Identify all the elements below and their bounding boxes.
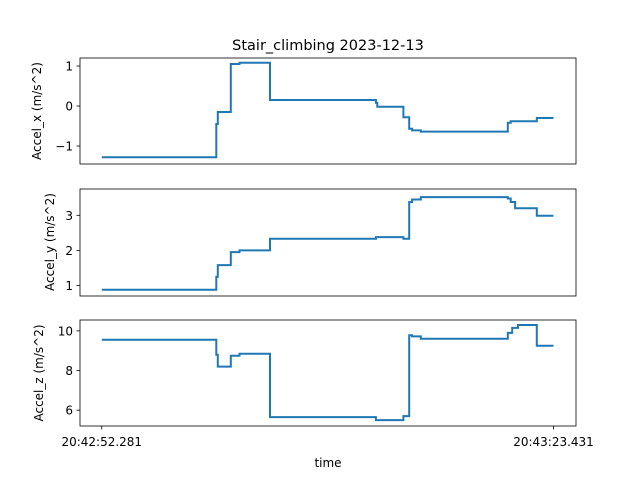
panel-accel-x-ylabel: Accel_x (m/s^2)	[30, 62, 44, 160]
panel-accel-z-series-line	[101, 324, 554, 422]
panel-accel-y-ytick-label-2: 3	[65, 209, 73, 223]
panel-accel-y-frame	[79, 188, 577, 297]
panel-accel-y-ytick-label-0: 1	[65, 279, 73, 293]
panel-accel-x-ytick-label-0: −1	[55, 140, 73, 154]
panel-accel-z-ytick-label-2: 10	[58, 324, 73, 338]
panel-accel-y-ylabel: Accel_y (m/s^2)	[43, 193, 57, 291]
x-axis-label: time	[314, 456, 341, 470]
panel-accel-z-ytick-label-0: 6	[65, 404, 73, 418]
panel-accel-x-ytick-label-2: 1	[65, 60, 73, 74]
panel-accel-x-frame	[79, 57, 577, 165]
chart-title: Stair_climbing 2023-12-13	[232, 38, 424, 54]
x-tick-label-0: 20:42:52.281	[61, 435, 142, 449]
panel-accel-x-ytick-label-1: 0	[65, 100, 73, 114]
panel-accel-z-ylabel: Accel_z (m/s^2)	[32, 324, 46, 421]
panel-accel-x: Accel_x (m/s^2) −1 0 1	[30, 57, 577, 165]
panel-accel-z: Accel_z (m/s^2) 6 8 10 20:42:52.281 20:43:23…	[32, 319, 594, 449]
panel-accel-x-series-line	[101, 61, 554, 159]
panel-accel-y-ytick-label-1: 2	[65, 244, 73, 258]
panel-accel-z-ytick-label-1: 8	[65, 364, 73, 378]
panel-accel-z-frame	[79, 319, 577, 427]
panel-accel-y: Accel_y (m/s^2) 1 2 3	[43, 188, 577, 297]
panel-accel-y-series-line	[101, 196, 554, 291]
x-tick-label-1: 20:43:23.431	[513, 435, 594, 449]
